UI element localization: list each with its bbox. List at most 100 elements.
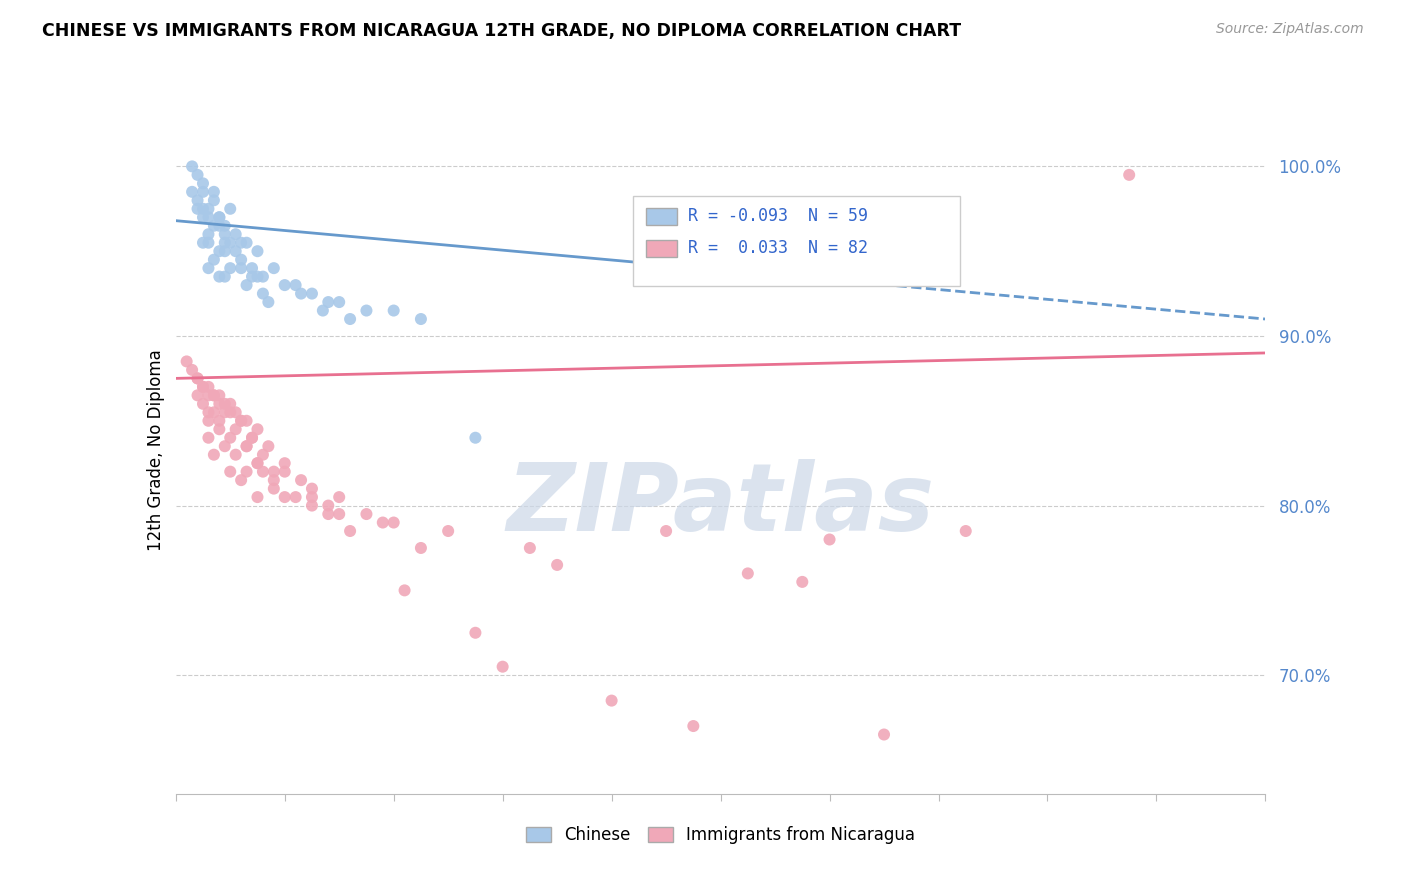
Point bbox=[186, 371, 209, 385]
Point bbox=[202, 388, 225, 402]
Point bbox=[240, 431, 263, 445]
Point bbox=[219, 202, 242, 216]
Point bbox=[1118, 168, 1140, 182]
Point bbox=[197, 431, 219, 445]
Point bbox=[225, 405, 247, 419]
Point bbox=[214, 227, 236, 242]
Text: R = -0.093  N = 59: R = -0.093 N = 59 bbox=[688, 207, 868, 225]
Point bbox=[231, 473, 253, 487]
Point bbox=[257, 295, 280, 310]
Point bbox=[208, 414, 231, 428]
Point bbox=[246, 244, 269, 259]
Point bbox=[219, 261, 242, 276]
Point bbox=[246, 269, 269, 284]
Point bbox=[202, 405, 225, 419]
Point bbox=[409, 541, 432, 555]
Point bbox=[214, 439, 236, 453]
Point bbox=[252, 465, 274, 479]
Point bbox=[257, 439, 280, 453]
Point bbox=[208, 269, 231, 284]
Point bbox=[208, 219, 231, 233]
Point bbox=[191, 380, 214, 394]
Point bbox=[186, 168, 209, 182]
Point bbox=[219, 235, 242, 250]
Point bbox=[181, 185, 204, 199]
Text: R =  0.033  N = 82: R = 0.033 N = 82 bbox=[688, 239, 868, 257]
Point bbox=[202, 448, 225, 462]
Point bbox=[214, 235, 236, 250]
Point bbox=[252, 448, 274, 462]
Point bbox=[186, 202, 209, 216]
Point bbox=[301, 286, 323, 301]
Point bbox=[464, 431, 486, 445]
Point bbox=[301, 490, 323, 504]
Point bbox=[328, 490, 350, 504]
Point bbox=[225, 422, 247, 436]
Point bbox=[409, 312, 432, 326]
Point bbox=[208, 422, 231, 436]
Point bbox=[263, 465, 285, 479]
Point bbox=[202, 185, 225, 199]
Point bbox=[464, 625, 486, 640]
Point bbox=[208, 397, 231, 411]
Point bbox=[263, 261, 285, 276]
Point bbox=[197, 261, 219, 276]
Point bbox=[214, 269, 236, 284]
Point bbox=[231, 414, 253, 428]
Point bbox=[197, 235, 219, 250]
Point bbox=[246, 456, 269, 470]
Text: CHINESE VS IMMIGRANTS FROM NICARAGUA 12TH GRADE, NO DIPLOMA CORRELATION CHART: CHINESE VS IMMIGRANTS FROM NICARAGUA 12T… bbox=[42, 22, 962, 40]
Point bbox=[208, 388, 231, 402]
Point bbox=[231, 235, 253, 250]
Point bbox=[197, 227, 219, 242]
Point bbox=[186, 371, 209, 385]
Point bbox=[191, 202, 214, 216]
Point bbox=[873, 727, 896, 741]
Point bbox=[252, 269, 274, 284]
Point bbox=[274, 456, 297, 470]
Point bbox=[284, 490, 307, 504]
Point bbox=[356, 507, 378, 521]
Y-axis label: 12th Grade, No Diploma: 12th Grade, No Diploma bbox=[146, 350, 165, 551]
Point bbox=[284, 278, 307, 293]
Point bbox=[492, 659, 515, 673]
Point bbox=[225, 448, 247, 462]
Point bbox=[274, 278, 297, 293]
FancyBboxPatch shape bbox=[647, 240, 678, 257]
Point bbox=[246, 422, 269, 436]
Point bbox=[181, 160, 204, 174]
Point bbox=[176, 354, 198, 368]
Point bbox=[339, 312, 361, 326]
Point bbox=[219, 465, 242, 479]
Point bbox=[328, 295, 350, 310]
FancyBboxPatch shape bbox=[647, 208, 678, 225]
Point bbox=[202, 194, 225, 208]
Point bbox=[339, 524, 361, 538]
Point bbox=[682, 719, 704, 733]
Point bbox=[191, 211, 214, 225]
Point bbox=[202, 219, 225, 233]
Point bbox=[792, 574, 814, 589]
Point bbox=[818, 533, 841, 547]
Point bbox=[186, 194, 209, 208]
Point bbox=[546, 558, 568, 572]
Point bbox=[263, 473, 285, 487]
Legend: Chinese, Immigrants from Nicaragua: Chinese, Immigrants from Nicaragua bbox=[520, 820, 921, 851]
Point bbox=[181, 363, 204, 377]
Point bbox=[208, 211, 231, 225]
Point bbox=[191, 235, 214, 250]
Point bbox=[191, 177, 214, 191]
Point bbox=[290, 473, 312, 487]
Point bbox=[301, 499, 323, 513]
Point bbox=[246, 490, 269, 504]
Point bbox=[197, 405, 219, 419]
Point bbox=[235, 439, 257, 453]
Point bbox=[208, 244, 231, 259]
Point bbox=[219, 397, 242, 411]
Point bbox=[235, 439, 257, 453]
Point bbox=[214, 405, 236, 419]
Point bbox=[371, 516, 394, 530]
Point bbox=[655, 524, 678, 538]
Point bbox=[240, 269, 263, 284]
Point bbox=[214, 397, 236, 411]
